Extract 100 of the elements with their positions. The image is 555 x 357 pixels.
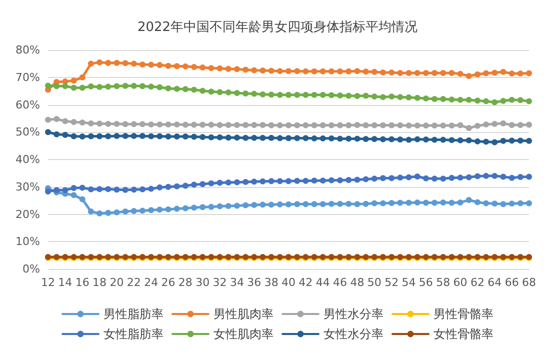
point — [45, 116, 51, 123]
point — [70, 119, 77, 125]
point — [414, 136, 420, 142]
point — [88, 83, 94, 90]
point — [440, 136, 446, 143]
point — [337, 177, 344, 184]
point — [225, 122, 232, 128]
point — [88, 133, 94, 140]
point — [466, 174, 472, 180]
point — [397, 136, 404, 143]
point — [448, 174, 455, 181]
point — [45, 129, 51, 136]
point — [371, 68, 378, 75]
point — [105, 186, 112, 192]
point — [440, 176, 446, 182]
point — [508, 174, 515, 181]
point — [251, 90, 258, 97]
point — [337, 200, 344, 207]
point — [216, 89, 223, 96]
x-tick-label: 18 — [92, 276, 107, 289]
point — [130, 121, 137, 128]
point — [432, 200, 438, 206]
point — [268, 134, 274, 141]
point — [432, 176, 438, 182]
x-tick-label: 56 — [418, 276, 433, 289]
point — [302, 68, 309, 74]
point — [268, 68, 274, 74]
point — [311, 92, 318, 98]
point — [294, 122, 300, 128]
point — [174, 183, 180, 190]
point — [500, 174, 506, 180]
point — [105, 84, 112, 90]
point — [96, 186, 103, 192]
point — [165, 85, 172, 92]
point — [457, 96, 464, 103]
point — [242, 122, 249, 128]
point — [251, 202, 258, 208]
point — [200, 181, 206, 188]
point — [242, 66, 249, 73]
point — [371, 122, 378, 128]
point — [432, 136, 438, 143]
point — [268, 178, 274, 184]
point — [242, 178, 249, 185]
y-tick-label: 40% — [16, 153, 40, 166]
point — [414, 173, 420, 180]
y-tick-label: 20% — [16, 208, 40, 221]
point — [130, 186, 137, 193]
point — [130, 60, 137, 67]
point — [54, 131, 60, 138]
point — [422, 175, 429, 182]
point — [62, 132, 68, 138]
point — [380, 69, 386, 76]
point — [260, 134, 266, 141]
point — [346, 136, 352, 142]
x-tick-label: 62 — [470, 276, 484, 289]
point — [432, 96, 438, 102]
point — [432, 70, 438, 76]
point — [354, 68, 360, 74]
point — [517, 122, 524, 128]
point — [474, 71, 480, 78]
point — [114, 186, 120, 193]
legend-label: 男性骨骼率 — [434, 307, 494, 321]
point — [371, 200, 378, 206]
point — [302, 135, 309, 142]
point — [337, 92, 344, 98]
point — [182, 134, 188, 140]
point — [406, 94, 412, 100]
y-tick-label: 60% — [16, 98, 40, 112]
point — [483, 98, 490, 104]
point — [96, 133, 103, 140]
point — [466, 137, 472, 144]
point — [139, 208, 146, 214]
point — [70, 84, 77, 91]
legend-label: 男性脂肪率 — [104, 307, 164, 321]
point — [268, 92, 274, 98]
point — [276, 135, 283, 142]
point — [328, 177, 334, 184]
point — [105, 133, 112, 140]
point — [234, 179, 240, 186]
point — [440, 199, 446, 206]
point — [337, 122, 344, 128]
point — [234, 90, 240, 96]
point — [362, 92, 369, 99]
point — [208, 204, 214, 210]
point — [156, 62, 163, 68]
point — [526, 122, 532, 128]
point — [260, 68, 266, 74]
point — [260, 122, 266, 128]
point — [234, 134, 240, 141]
point — [105, 60, 112, 66]
point — [216, 134, 223, 140]
point — [174, 121, 180, 128]
x-tick-label: 52 — [384, 276, 399, 289]
point — [414, 94, 420, 101]
point — [483, 172, 490, 179]
point — [200, 134, 206, 140]
point — [156, 206, 163, 213]
point — [388, 136, 395, 142]
point — [79, 134, 86, 140]
point — [448, 96, 455, 103]
